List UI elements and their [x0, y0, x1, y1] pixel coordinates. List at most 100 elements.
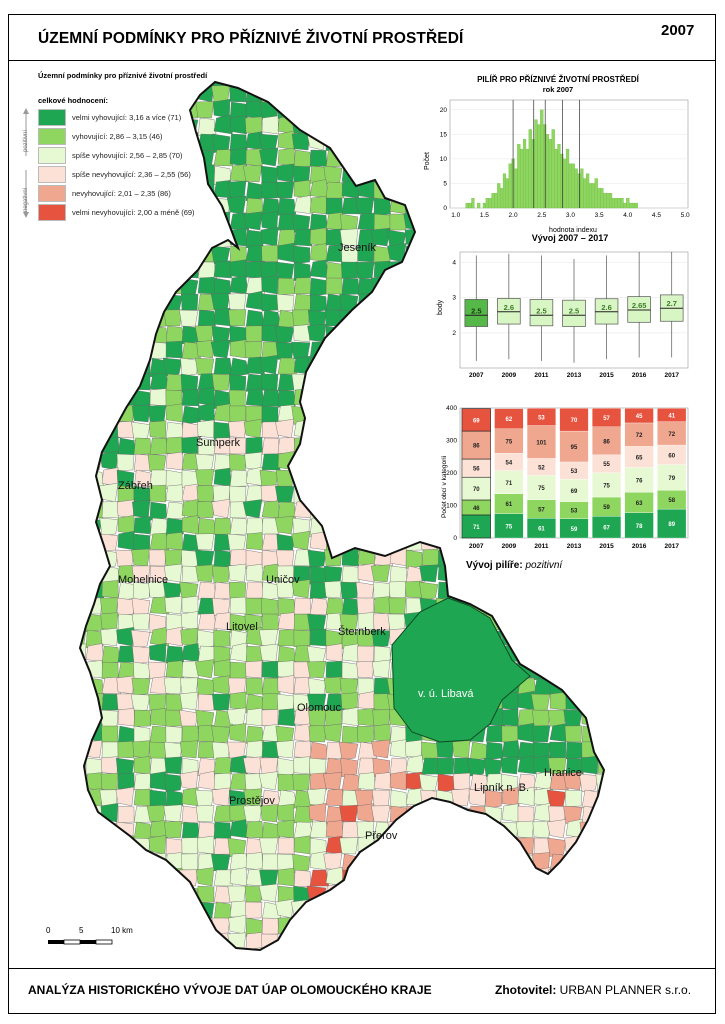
municipality-cell: [499, 947, 519, 950]
municipality-cell: [293, 740, 312, 759]
municipality-cell: [147, 453, 167, 472]
y-tick-label: 15: [440, 131, 448, 138]
municipality-cell: [579, 773, 599, 792]
municipality-cell: [355, 116, 375, 135]
municipality-cell: [453, 581, 472, 601]
histogram-bar: [614, 198, 618, 209]
municipality-cell: [195, 789, 215, 808]
municipality-cell: [373, 133, 392, 152]
municipality-cell: [116, 898, 135, 919]
municipality-cell: [147, 661, 167, 679]
municipality-cell: [80, 869, 87, 888]
municipality-cell: [276, 293, 295, 312]
municipality-cell: [133, 661, 151, 681]
municipality-cell: [309, 741, 329, 762]
municipality-cell: [341, 565, 360, 584]
municipality-cell: [116, 82, 135, 88]
municipality-cell: [485, 933, 503, 950]
municipality-cell: [322, 85, 343, 103]
municipality-cell: [245, 277, 266, 295]
municipality-cell: [614, 918, 630, 934]
municipality-cell: [325, 660, 343, 679]
municipality-cell: [467, 869, 487, 887]
histogram-bar: [574, 168, 578, 209]
municipality-cell: [614, 710, 632, 726]
municipality-cell: [531, 725, 551, 743]
municipality-cell: [117, 117, 135, 135]
municipality-cell: [99, 229, 119, 248]
municipality-cell: [261, 293, 279, 312]
municipality-cell: [228, 309, 247, 327]
municipality-cell: [500, 613, 519, 631]
municipality-cell: [117, 260, 135, 279]
municipality-cell: [165, 660, 184, 679]
x-tick-label: 3.0: [566, 212, 575, 219]
stack-segment: [592, 472, 622, 498]
box-body: [627, 296, 651, 323]
histogram-bar: [554, 148, 558, 209]
municipality-cell: [165, 197, 183, 218]
municipality-cell: [341, 179, 359, 199]
municipality-cell: [614, 758, 632, 775]
municipality-cell: [389, 277, 409, 295]
municipality-cell: [85, 772, 104, 791]
municipality-cell: [597, 629, 604, 647]
municipality-cell: [546, 581, 567, 600]
stack-value-label: 75: [506, 439, 513, 445]
municipality-cell: [565, 853, 585, 871]
municipality-cell: [563, 771, 583, 791]
municipality-cell: [614, 803, 631, 822]
municipality-cell: [245, 581, 264, 599]
scale-bar: [48, 939, 113, 945]
municipality-cell: [132, 499, 151, 519]
municipality-cell: [547, 709, 567, 727]
municipality-cell: [563, 565, 583, 584]
municipality-cell: [181, 421, 200, 442]
municipality-cell: [165, 917, 185, 937]
municipality-cell: [163, 677, 183, 695]
municipality-cell: [276, 580, 295, 599]
municipality-cell: [181, 389, 200, 407]
municipality-cell: [80, 357, 89, 375]
municipality-cell: [101, 133, 120, 153]
municipality-cell: [195, 564, 215, 583]
x-tick-label: 2007: [469, 372, 484, 379]
municipality-cell: [339, 837, 359, 855]
municipality-cell: [389, 213, 407, 231]
municipality-cell: [373, 149, 392, 170]
municipality-cell: [341, 85, 359, 103]
municipality-cell: [581, 612, 601, 631]
municipality-cell: [325, 261, 344, 281]
municipality-cell: [371, 739, 391, 759]
municipality-cell: [517, 885, 535, 905]
stack-value-label: 52: [538, 465, 545, 471]
legend-label: spíše vyhovující: 2,56 – 2,85 (70): [72, 150, 183, 160]
municipality-cell: [181, 181, 200, 201]
municipality-cell: [245, 563, 264, 583]
histogram-title: PILÍŘ PRO PŘÍZNIVÉ ŽIVOTNÍ PROSTŘEDÍ: [477, 75, 640, 84]
municipality-cell: [130, 629, 151, 649]
municipality-cell: [80, 453, 87, 472]
municipality-cell: [357, 515, 375, 535]
municipality-cell: [80, 243, 87, 263]
municipality-cell: [261, 421, 279, 439]
municipality-cell: [100, 900, 119, 919]
municipality-cell: [357, 85, 375, 103]
municipality-cell: [117, 437, 137, 457]
municipality-cell: [133, 165, 152, 183]
municipality-cell: [229, 517, 249, 536]
municipality-cell: [564, 789, 583, 807]
municipality-cell: [614, 869, 632, 886]
page-title: ÚZEMNÍ PODMÍNKY PRO PŘÍZNIVÉ ŽIVOTNÍ PRO…: [38, 30, 464, 47]
municipality-cell: [565, 594, 583, 615]
municipality-cell: [595, 693, 604, 713]
municipality-cell: [293, 869, 312, 888]
municipality-cell: [291, 309, 311, 327]
footer-project: ANALÝZA HISTORICKÉHO VÝVOJE DAT ÚAP OLOM…: [28, 983, 432, 997]
municipality-cell: [229, 549, 248, 567]
municipality-cell: [133, 788, 152, 807]
municipality-cell: [291, 373, 311, 391]
municipality-cell: [229, 339, 247, 359]
histogram-bar: [626, 198, 630, 209]
municipality-cell: [277, 229, 297, 247]
